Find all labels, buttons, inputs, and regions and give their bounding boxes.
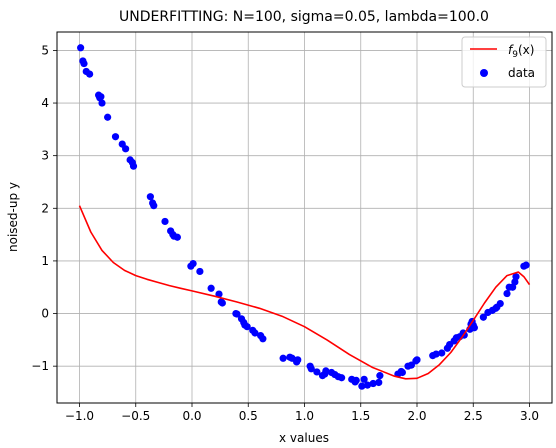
data-point [122, 145, 130, 153]
axis-ticks: −1.0 −0.5 0.0 0.5 1.0 1.5 2.0 2.5 3.0 −1 0 1 2 3 4 5 [31, 43, 539, 423]
data-point [97, 93, 105, 101]
data-point [104, 113, 112, 121]
data-point [512, 273, 520, 281]
x-tick-label: 1.0 [295, 409, 314, 423]
data-point [146, 193, 154, 201]
x-tick-label: 2.0 [407, 409, 426, 423]
data-point [111, 133, 120, 141]
data-point [98, 99, 106, 107]
data-point [358, 382, 366, 390]
data-point [129, 162, 138, 170]
y-tick-label: 5 [41, 43, 49, 57]
data-point [352, 376, 360, 384]
y-axis-label: noised-up y [6, 182, 20, 252]
data-point [438, 349, 446, 357]
legend-scatter-swatch [480, 69, 488, 77]
data-point [360, 375, 368, 383]
data-point [307, 365, 315, 373]
data-point [294, 356, 302, 364]
fit-curve-line [78, 205, 531, 380]
data-point [173, 233, 181, 241]
x-tick-label: 2.5 [464, 409, 483, 423]
data-point [338, 374, 346, 382]
data-point [251, 329, 259, 337]
data-point [522, 261, 530, 269]
legend-line-label: f9(x) [508, 43, 534, 60]
x-tick-label: 1.5 [351, 409, 370, 423]
y-tick-label: 1 [41, 254, 49, 268]
data-point [86, 70, 94, 78]
data-point [432, 350, 440, 358]
grid [57, 32, 552, 403]
data-point [470, 324, 478, 332]
data-point [496, 299, 504, 308]
data-point [207, 284, 215, 292]
data-point [375, 378, 383, 387]
data-point [479, 313, 487, 321]
data-point [243, 323, 251, 331]
data-point [233, 310, 241, 318]
y-tick-label: 3 [41, 149, 49, 163]
data-point [407, 361, 415, 369]
data-point [313, 368, 321, 376]
data-point [259, 335, 267, 343]
chart-title: UNDERFITTING: N=100, sigma=0.05, lambda=… [119, 9, 489, 25]
data-point [215, 290, 223, 298]
x-tick-label: −1.0 [65, 409, 94, 423]
x-axis-label: x values [279, 431, 329, 445]
data-point [150, 202, 158, 210]
data-point [363, 381, 372, 389]
x-tick-label: 3.0 [520, 409, 539, 423]
legend-line-label-sub: 9 [512, 50, 518, 60]
legend-line-label-base: f [508, 43, 514, 57]
x-tick-label: −0.5 [121, 409, 150, 423]
data-point [189, 259, 197, 268]
data-point [398, 368, 406, 377]
y-tick-label: 0 [41, 307, 49, 321]
data-point [80, 59, 88, 68]
data-point [413, 356, 421, 364]
data-point [503, 289, 511, 298]
y-tick-label: 2 [41, 201, 49, 215]
x-tick-label: 0.0 [182, 409, 201, 423]
data-point [322, 367, 330, 375]
legend-scatter-label: data [508, 66, 535, 80]
data-point [161, 217, 169, 226]
plot-area [77, 44, 531, 390]
y-tick-label: −1 [31, 359, 49, 373]
x-tick-label: 0.5 [239, 409, 258, 423]
data-point [218, 299, 226, 307]
data-point [369, 379, 377, 388]
data-point [376, 372, 384, 380]
legend-line-label-tail: (x) [518, 43, 534, 57]
y-tick-label: 4 [41, 96, 49, 110]
data-point [77, 44, 85, 52]
legend: f9(x) data [461, 36, 547, 88]
data-point [279, 354, 287, 362]
data-point [196, 267, 204, 276]
